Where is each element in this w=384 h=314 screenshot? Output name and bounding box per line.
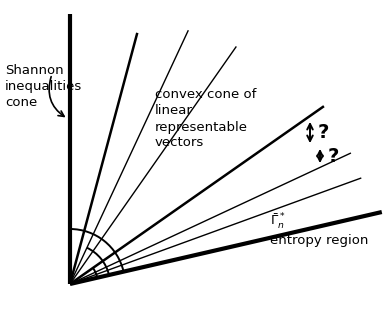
Text: convex cone of
linear
representable
vectors: convex cone of linear representable vect… [155, 89, 257, 149]
Text: ?: ? [328, 147, 339, 165]
Text: Shannon
inequalities
cone: Shannon inequalities cone [5, 64, 82, 109]
Text: ?: ? [318, 122, 329, 142]
Text: $\bar{\Gamma}_n^*$
entropy region: $\bar{\Gamma}_n^*$ entropy region [270, 211, 368, 247]
